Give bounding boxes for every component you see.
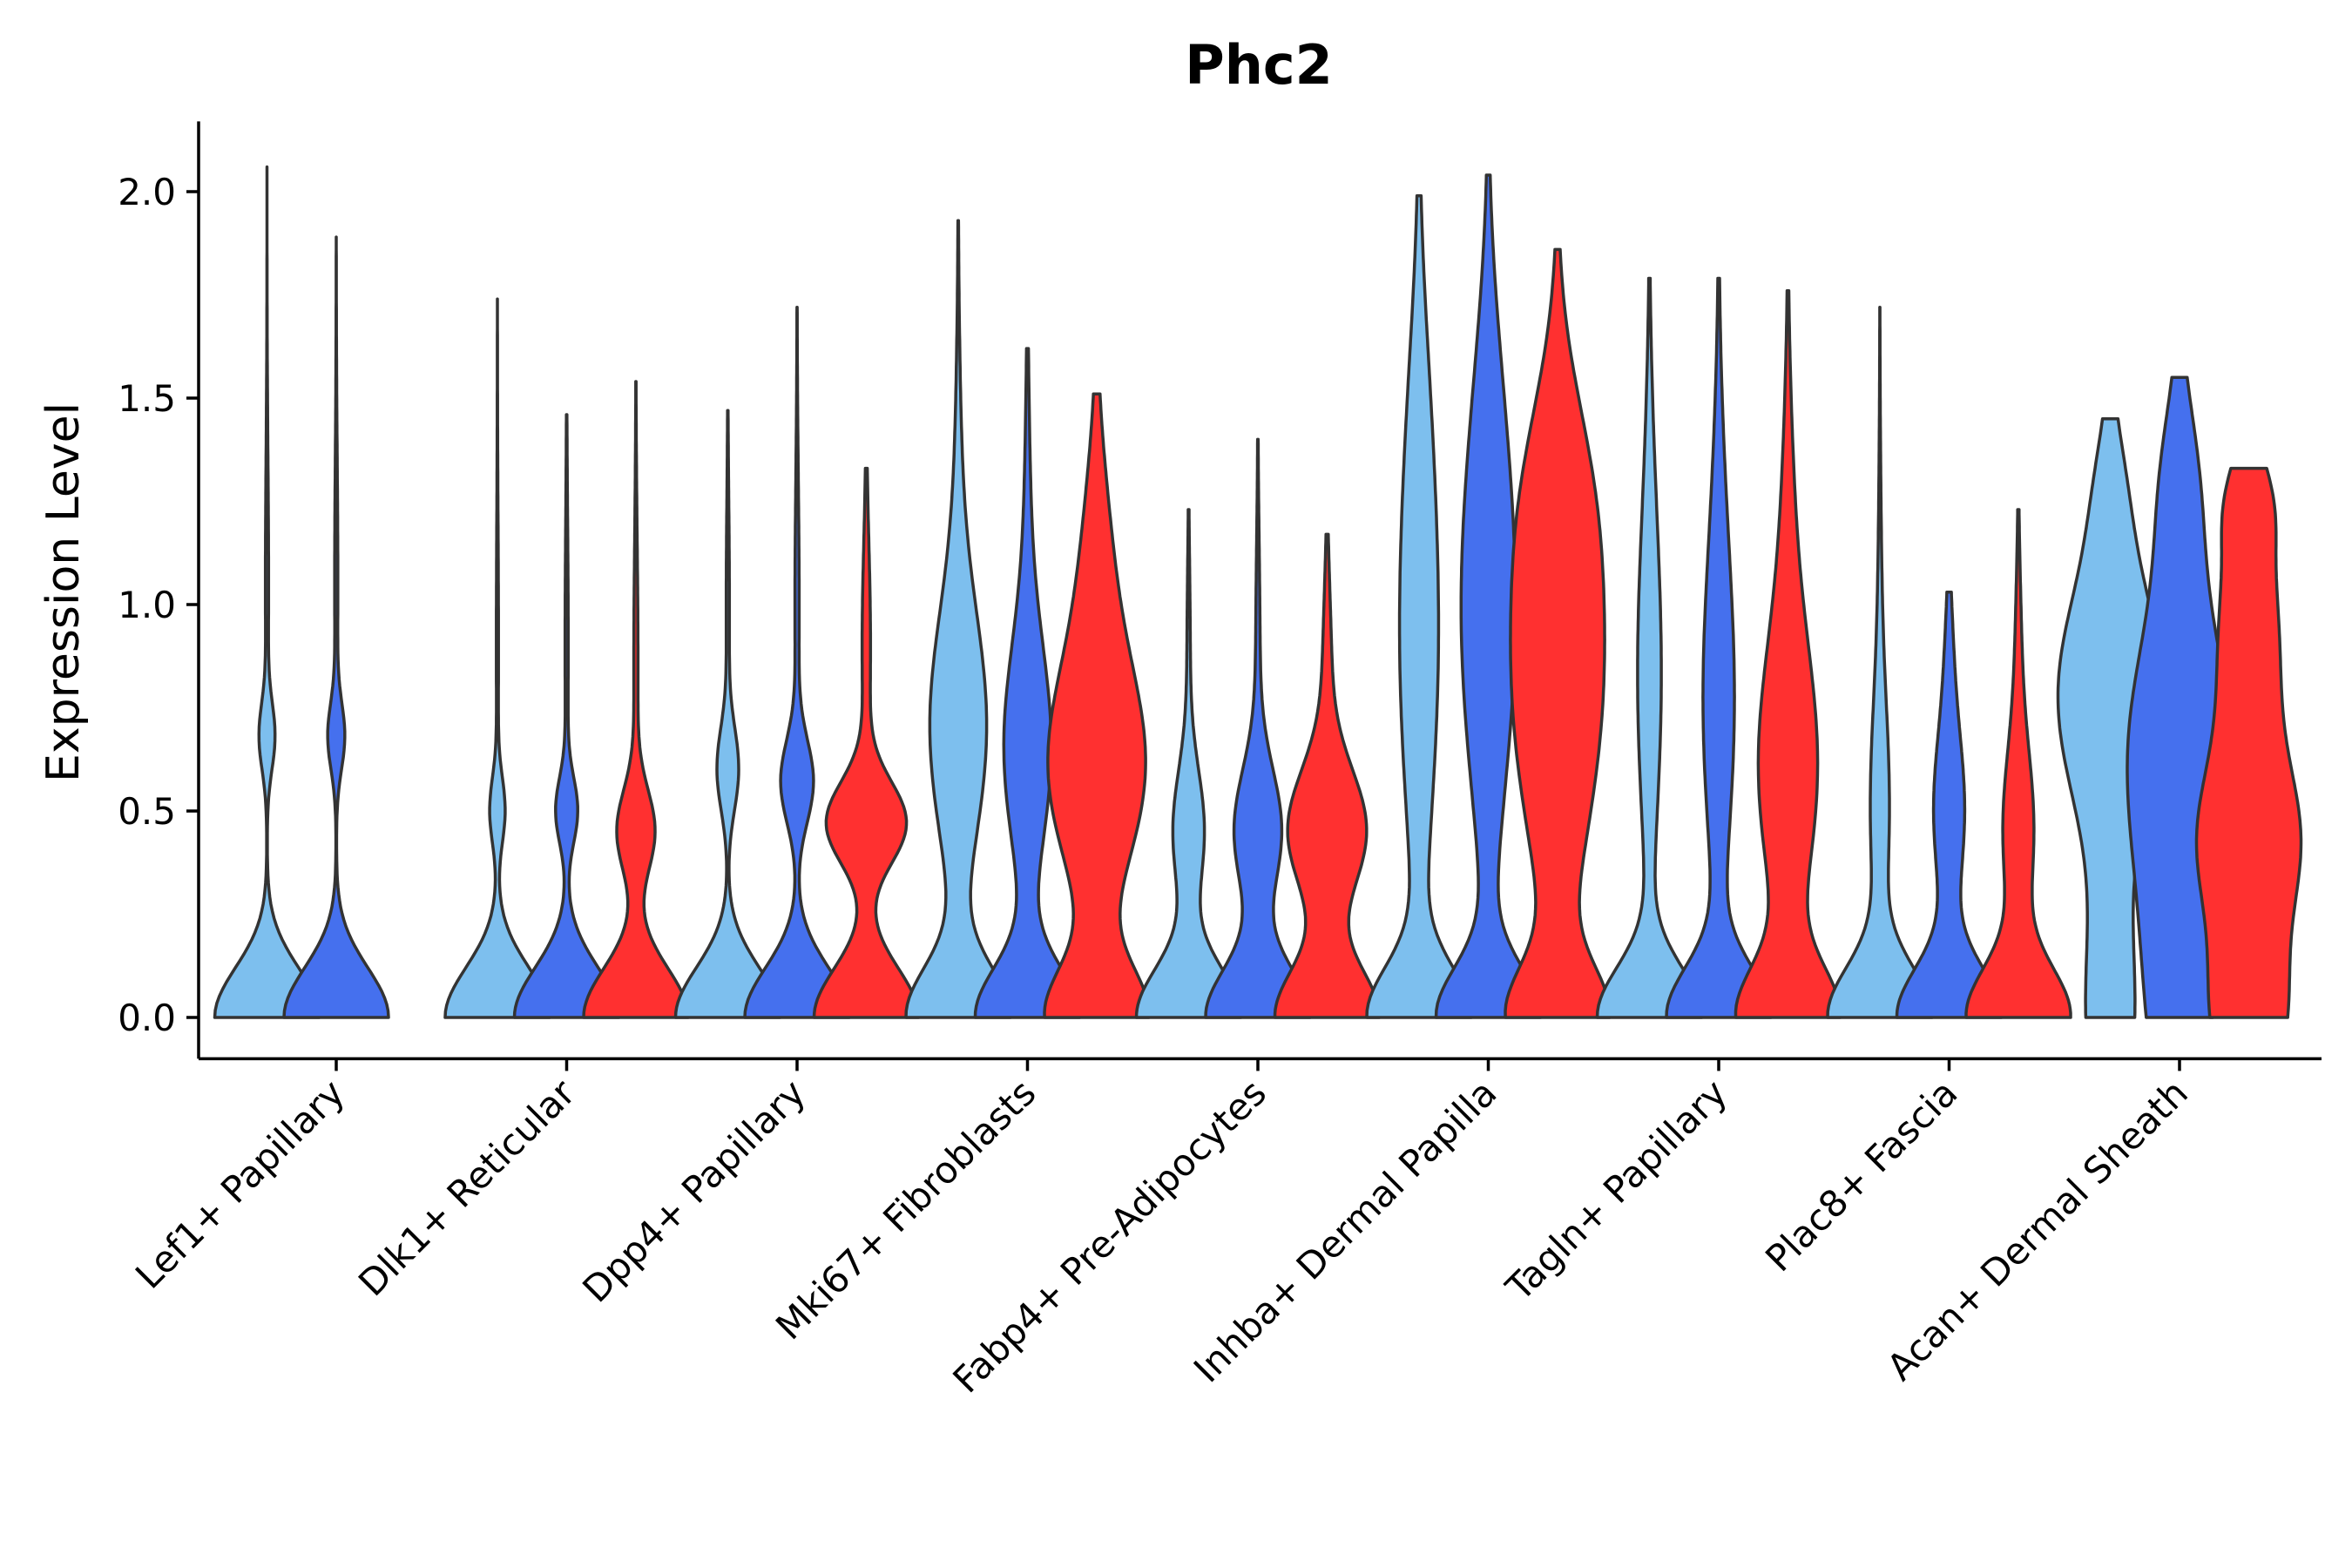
violin-dpp4-papillary-series-1 <box>673 409 782 1019</box>
violin-dlk1-reticular-series-3 <box>582 380 690 1019</box>
x-tick-label: Dlk1+ Reticular <box>350 1071 584 1304</box>
y-tick-label: 1.0 <box>118 584 176 626</box>
chart-title: Phc2 <box>1185 33 1332 97</box>
violin-mki67-fibroblasts-series-3 <box>1043 392 1151 1019</box>
y-axis-label: Expression Level <box>37 402 90 782</box>
violin-tagln-papillary-series-2 <box>1665 276 1773 1019</box>
violin-plac8-fascia-series-2 <box>1895 591 2004 1019</box>
y-tick-label: 0.5 <box>118 790 176 833</box>
violin-dpp4-papillary-series-2 <box>743 305 851 1019</box>
y-axis: 0.0 0.5 1.0 1.5 2.0 <box>118 121 200 1059</box>
violin-dlk1-reticular-series-1 <box>443 297 551 1019</box>
violin-lef1-papillary-series-1 <box>213 165 321 1019</box>
violin-tagln-papillary-series-3 <box>1734 289 1842 1019</box>
violin-layer <box>213 165 2303 1019</box>
x-tick-label: Mki67+ Fibroblasts <box>767 1071 1044 1348</box>
x-tick-label: Lef1+ Papillary <box>127 1071 353 1297</box>
violin-fabp4-pre-adipocytes-series-1 <box>1134 508 1243 1019</box>
x-tick-label: Dpp4+ Papillary <box>574 1071 814 1311</box>
violin-dpp4-papillary-series-3 <box>812 466 921 1019</box>
violin-mki67-fibroblasts-series-1 <box>904 219 1012 1019</box>
y-tick-label: 1.5 <box>118 377 176 420</box>
y-tick-label: 2.0 <box>118 171 176 213</box>
violin-inhba-dermal-papilla-series-3 <box>1504 247 1612 1019</box>
violin-inhba-dermal-papilla-series-1 <box>1365 193 1473 1019</box>
violin-lef1-papillary-series-2 <box>282 235 390 1019</box>
violin-plac8-fascia-series-1 <box>1826 305 1934 1019</box>
y-tick-label: 0.0 <box>118 997 176 1039</box>
violin-dlk1-reticular-series-2 <box>512 413 621 1019</box>
x-tick-label: Tagln+ Papillary <box>1497 1071 1735 1309</box>
violin-plac8-fascia-series-3 <box>1964 508 2072 1019</box>
violin-tagln-papillary-series-1 <box>1595 276 1704 1019</box>
violin-fabp4-pre-adipocytes-series-3 <box>1273 532 1382 1019</box>
violin-inhba-dermal-papilla-series-2 <box>1434 173 1543 1019</box>
violin-fabp4-pre-adipocytes-series-2 <box>1204 437 1312 1019</box>
x-tick-label: Plac8+ Fascia <box>1757 1071 1965 1280</box>
violin-acan-dermal-sheath-series-3 <box>2194 466 2303 1019</box>
